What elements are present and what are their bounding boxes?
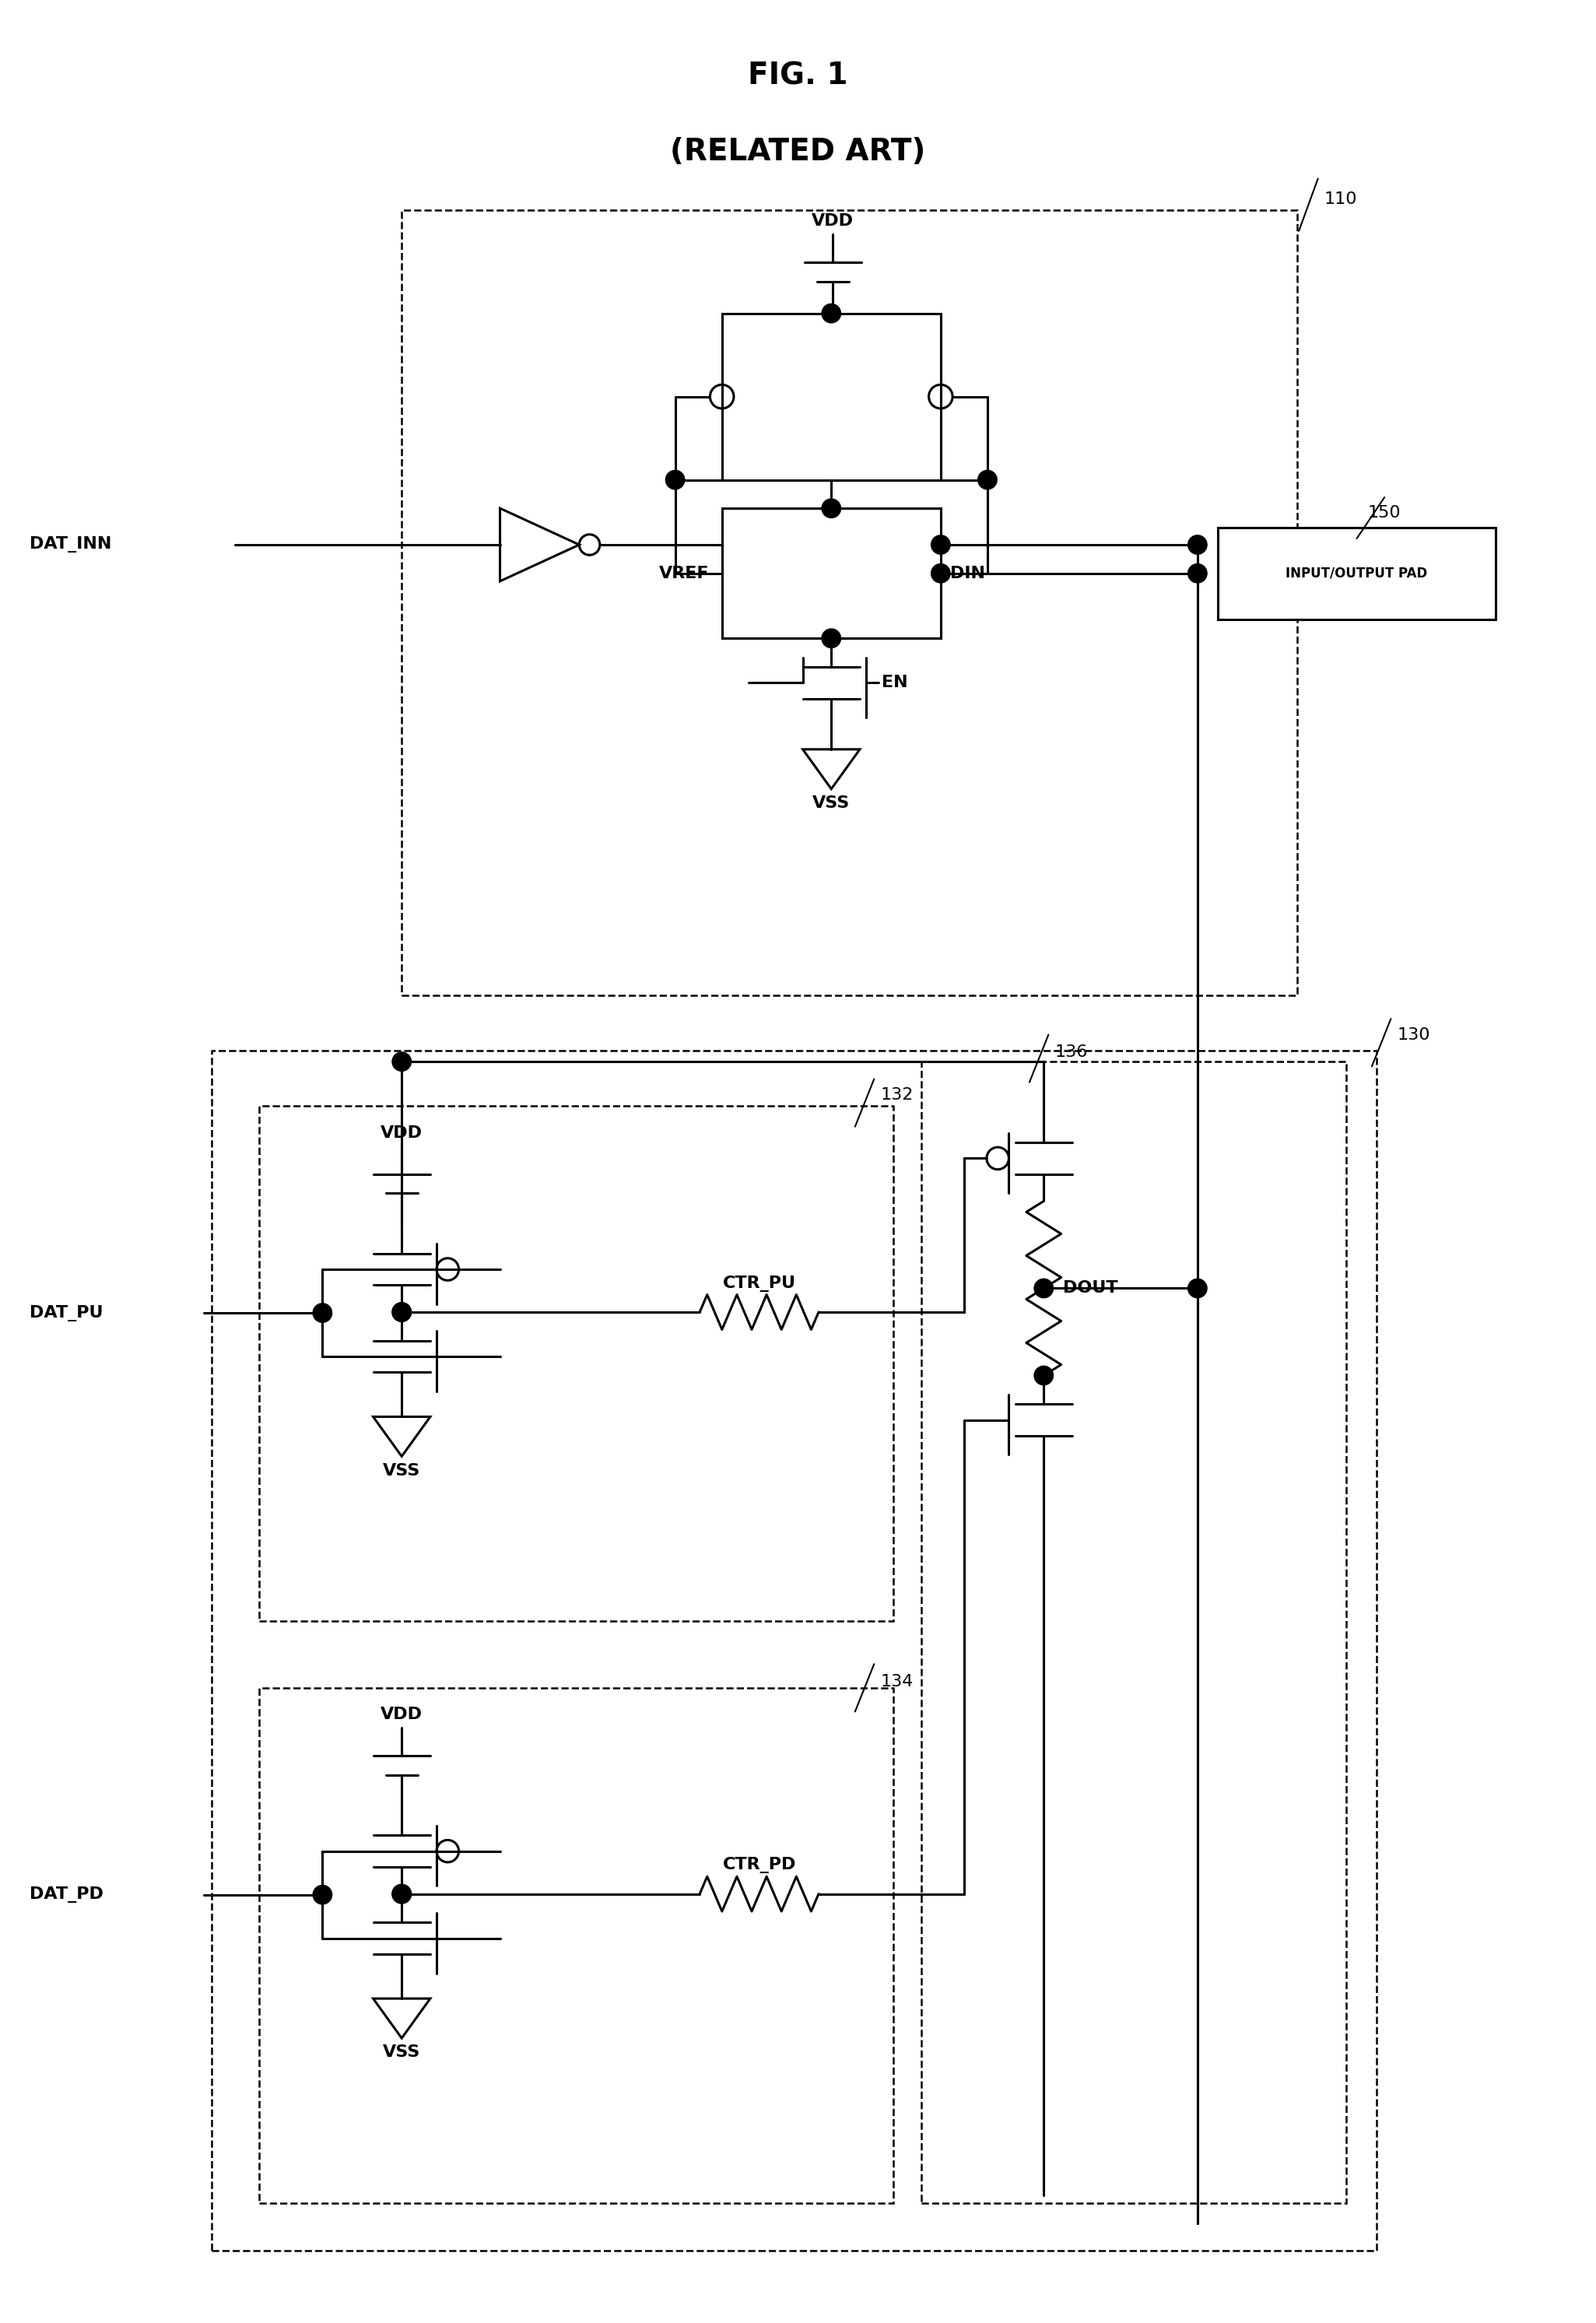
Circle shape [393, 1303, 412, 1322]
Text: DIN: DIN [950, 564, 985, 581]
Text: CTR_PU: CTR_PU [723, 1275, 796, 1292]
Text: VSS: VSS [383, 2044, 420, 2061]
Circle shape [1187, 564, 1207, 583]
Circle shape [313, 1886, 332, 1905]
Text: DAT_PD: DAT_PD [29, 1886, 104, 1903]
Text: EN: EN [883, 676, 908, 690]
Circle shape [930, 534, 950, 555]
Text: VSS: VSS [812, 794, 851, 811]
Text: 150: 150 [1368, 506, 1401, 520]
Text: 110: 110 [1325, 190, 1357, 207]
Text: DAT_INN: DAT_INN [29, 537, 112, 553]
Circle shape [1187, 534, 1207, 555]
Circle shape [666, 469, 685, 490]
Text: VDD: VDD [381, 1124, 423, 1141]
Text: VDD: VDD [381, 1707, 423, 1724]
Text: DAT_PU: DAT_PU [29, 1306, 102, 1322]
Text: VREF: VREF [659, 564, 709, 581]
Circle shape [393, 1303, 412, 1322]
Bar [721, 509, 940, 639]
Text: INPUT/OUTPUT PAD: INPUT/OUTPUT PAD [1286, 567, 1428, 581]
Bar [402, 211, 1298, 994]
Circle shape [1034, 1280, 1053, 1299]
Text: CTR_PD: CTR_PD [723, 1856, 796, 1875]
Circle shape [1187, 1280, 1207, 1299]
Bar [921, 1062, 1347, 2202]
Text: 132: 132 [881, 1087, 913, 1103]
Text: FIG. 1: FIG. 1 [749, 60, 847, 91]
Circle shape [930, 564, 950, 583]
Text: 136: 136 [1055, 1045, 1088, 1059]
Bar [1218, 527, 1495, 620]
Circle shape [822, 499, 841, 518]
Circle shape [822, 630, 841, 648]
Circle shape [393, 1884, 412, 1903]
Bar [721, 314, 940, 481]
Circle shape [978, 469, 998, 490]
Bar [212, 1050, 1377, 2251]
Circle shape [822, 304, 841, 323]
Text: VSS: VSS [383, 1463, 420, 1477]
Text: 130: 130 [1396, 1027, 1430, 1043]
Text: (RELATED ART): (RELATED ART) [670, 137, 926, 167]
Circle shape [313, 1303, 332, 1322]
Circle shape [393, 1052, 412, 1071]
Bar [259, 1106, 894, 1621]
Text: DOUT: DOUT [1063, 1280, 1117, 1296]
Text: VDD: VDD [812, 214, 854, 230]
Text: 134: 134 [881, 1673, 913, 1689]
Circle shape [1034, 1366, 1053, 1385]
Bar [259, 1689, 894, 2202]
Circle shape [393, 1884, 412, 1903]
